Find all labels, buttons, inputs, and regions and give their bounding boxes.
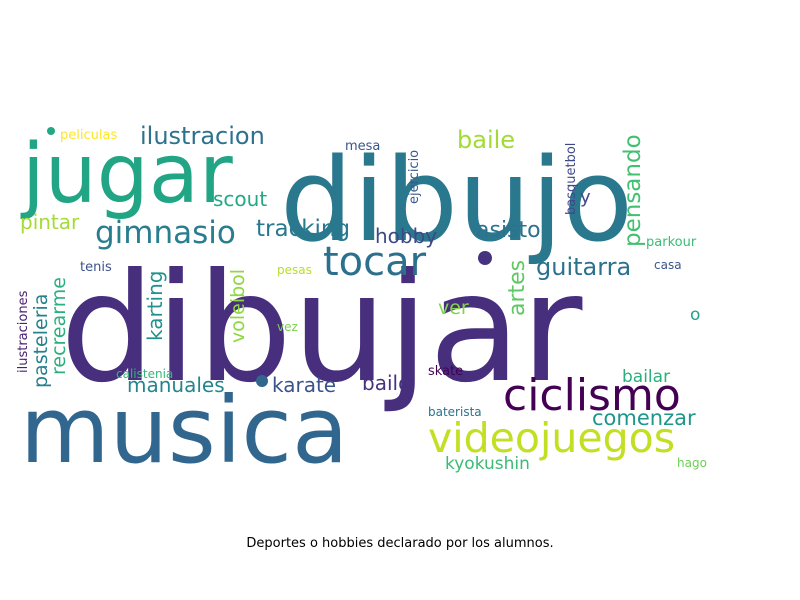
word-hago: hago — [677, 456, 707, 470]
word-kyokushin: kyokushin — [445, 454, 530, 474]
word-jugar: jugar — [20, 127, 233, 222]
word-guitarra: guitarra — [536, 253, 631, 281]
word-dibujar: dibujar — [60, 242, 583, 416]
word-pensando: pensando — [620, 134, 646, 247]
dot-mark — [47, 127, 55, 135]
word-manuales: manuales — [127, 373, 225, 397]
word-tenis: tenis — [80, 260, 112, 275]
word-ilustraciones: ilustraciones — [16, 290, 31, 373]
word-artes: artes — [505, 260, 530, 316]
word-vez: vez — [277, 320, 298, 334]
word-ejercicio: ejercicio — [407, 150, 422, 204]
word-ver: ver — [438, 297, 469, 319]
word-parkour: parkour — [646, 235, 697, 250]
word-skate: skate — [428, 364, 463, 379]
dot-mark — [256, 375, 268, 387]
word-dibujo: dibujo — [280, 134, 633, 268]
word-gimnasio: gimnasio — [95, 215, 236, 251]
word-y: y — [580, 187, 591, 208]
word-ilustracion: ilustracion — [140, 122, 265, 150]
word-basquetbol: basquetbol — [564, 143, 579, 215]
word-baterista: baterista — [428, 405, 482, 419]
word-pesas: pesas — [277, 263, 312, 277]
word-pasteleria: pasteleria — [30, 294, 52, 388]
word-pintar: pintar — [20, 210, 80, 234]
dot-mark — [478, 251, 492, 265]
word-ciclismo: ciclismo — [503, 370, 681, 421]
word-comenzar: comenzar — [592, 406, 696, 430]
word-calistenia: calistenia — [116, 367, 173, 381]
word-peliculas: peliculas — [60, 128, 117, 143]
word-musica: musica — [20, 377, 348, 484]
word-karate: karate — [272, 373, 336, 397]
word-karting: karting — [143, 271, 167, 341]
decorative-dots — [47, 127, 492, 387]
word-casa: casa — [654, 258, 682, 272]
word-videojuegos: videojuegos — [428, 414, 675, 462]
word-baile: baile — [457, 126, 515, 154]
word-bailo: bailo — [362, 371, 410, 395]
word-tocar: tocar — [323, 239, 427, 285]
figure-caption: Deportes o hobbies declarado por los alu… — [246, 536, 554, 551]
word-asisto: asisto — [476, 218, 541, 243]
word-scout: scout — [213, 187, 267, 211]
word-bailar: bailar — [622, 367, 670, 387]
word-cloud-words: dibujar dibujo musica jugar videojuegos … — [16, 122, 707, 484]
word-tracking: tracking — [256, 216, 350, 242]
word-mesa: mesa — [345, 139, 380, 154]
word-voleibol: voleibol — [227, 269, 249, 343]
word-hobby: hobby — [375, 224, 437, 248]
word-o: o — [690, 305, 700, 325]
word-recrearme: recrearme — [48, 277, 70, 375]
